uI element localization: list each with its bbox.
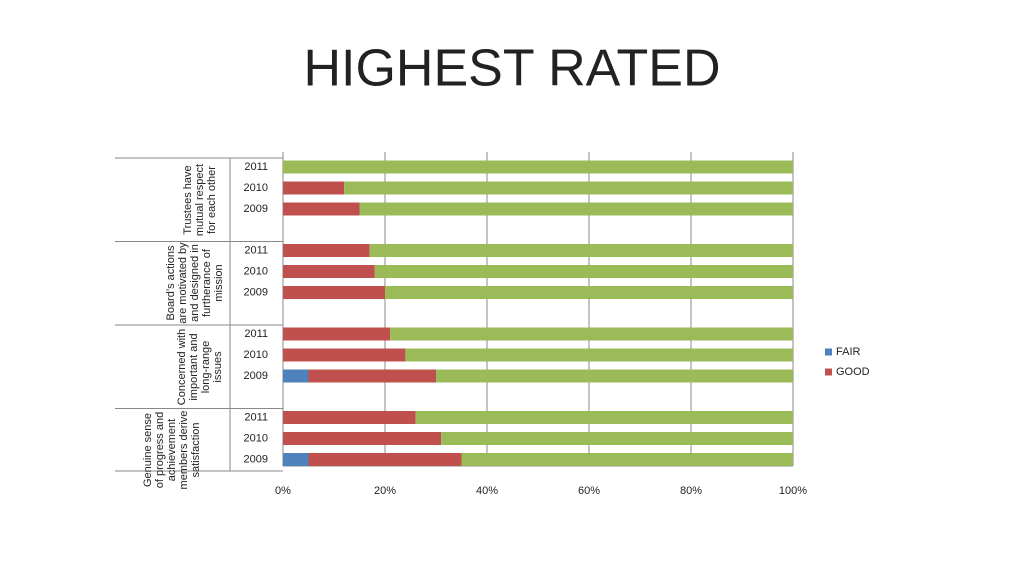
y-tick-label: 2011: [244, 411, 268, 423]
bar-segment: [436, 369, 793, 383]
bar-segment: [405, 348, 793, 362]
bar-segment: [283, 286, 385, 299]
legend-swatch: [825, 368, 832, 376]
group-label: Trustees have mutual respect for each ot…: [182, 163, 218, 236]
legend-label: GOOD: [836, 366, 870, 378]
bar-segment: [283, 453, 309, 466]
bar-segment: [283, 369, 309, 383]
y-tick-label: 2010: [244, 265, 268, 277]
y-tick-label: 2010: [244, 349, 268, 361]
bar-segment: [283, 244, 370, 257]
bar-segment: [283, 265, 375, 278]
y-tick-label: 2009: [244, 370, 268, 382]
x-tick-label: 0%: [275, 485, 291, 497]
bar-segment: [283, 348, 406, 362]
bar-segment: [283, 411, 416, 424]
y-tick-label: 2011: [244, 161, 268, 173]
legend-label: FAIR: [836, 346, 861, 358]
bar-segment: [359, 202, 793, 216]
bar-segment: [415, 411, 793, 424]
x-tick-label: 80%: [680, 485, 702, 497]
bar-segment: [390, 327, 793, 341]
legend-swatch: [825, 348, 832, 356]
bar-segment: [441, 432, 793, 445]
bar-segment: [461, 453, 793, 466]
y-tick-label: 2010: [244, 432, 268, 444]
y-tick-label: 2011: [244, 244, 268, 256]
bar-segment: [374, 265, 793, 278]
chart-title: HIGHEST RATED: [303, 40, 720, 98]
y-tick-label: 2009: [244, 453, 268, 465]
bar-segment: [308, 453, 462, 466]
bar-segment: [308, 369, 436, 383]
bar-segment: [344, 181, 793, 195]
x-tick-label: 40%: [476, 485, 498, 497]
x-tick-label: 20%: [374, 485, 396, 497]
group-label: Genuine sense of progress and achievemen…: [142, 410, 202, 490]
bar-segment: [283, 327, 391, 341]
bar-segment: [385, 286, 793, 299]
y-tick-label: 2011: [244, 328, 268, 340]
y-tick-label: 2009: [244, 203, 268, 215]
y-tick-label: 2009: [244, 286, 268, 298]
bar-segment: [283, 181, 345, 195]
x-tick-label: 60%: [578, 485, 600, 497]
bar-segment: [283, 160, 793, 174]
y-tick-label: 2010: [244, 182, 268, 194]
bar-segment: [369, 244, 793, 257]
bar-segment: [283, 432, 442, 445]
group-label: Concerned with important and long-range …: [176, 328, 224, 405]
bar-segment: [283, 202, 360, 216]
group-label: Board’s actions are motivated by and des…: [165, 242, 225, 324]
x-tick-label: 100%: [779, 485, 807, 497]
